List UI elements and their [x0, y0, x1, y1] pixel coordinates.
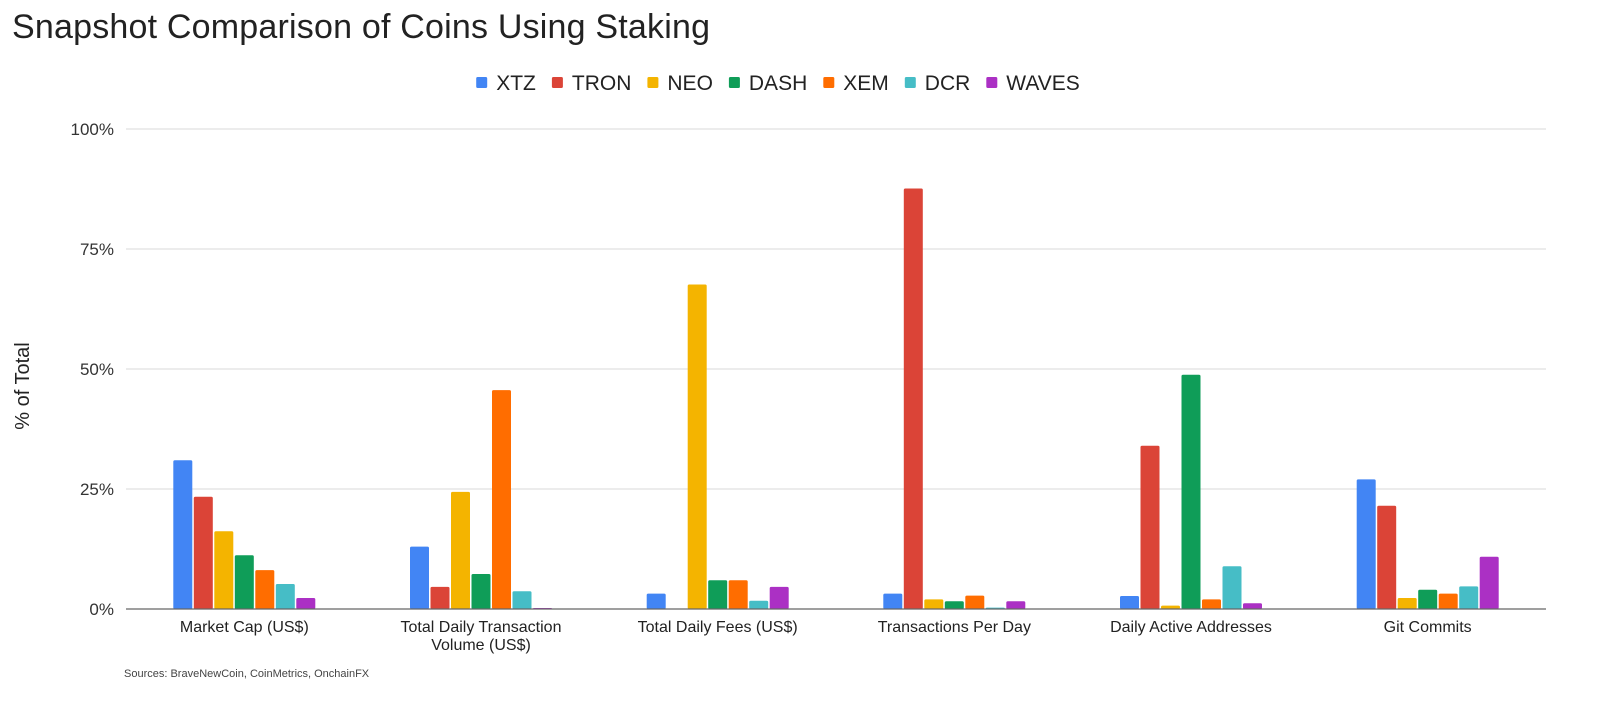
bar-neo — [687, 284, 707, 609]
bar-dcr — [1459, 586, 1479, 609]
bar-xtz — [1120, 596, 1139, 609]
chart-title: Snapshot Comparison of Coins Using Staki… — [12, 8, 711, 46]
y-axis-ticks: 0% 25% 50% 75% 100% — [71, 120, 114, 619]
bar-tron — [193, 496, 213, 609]
bar-waves — [1243, 603, 1262, 609]
bar-dcr — [275, 584, 295, 609]
x-category-label-line: Git Commits — [1384, 619, 1472, 636]
legend-label: WAVES — [1006, 72, 1080, 95]
bar-dash — [1418, 589, 1438, 609]
y-axis-title: % of Total — [12, 342, 34, 429]
bar-neo — [1161, 605, 1180, 609]
legend-swatch — [986, 77, 998, 88]
x-category-label: Total Daily Fees (US$) — [638, 619, 798, 636]
y-tick-label: 25% — [80, 480, 114, 499]
legend-label: DASH — [749, 72, 807, 95]
legend-swatch — [823, 77, 835, 88]
legend-item-dash[interactable]: DASH — [728, 72, 807, 95]
bar-waves — [769, 586, 789, 609]
bar-neo — [924, 599, 944, 609]
source-note: Sources: BraveNewCoin, CoinMetrics, Onch… — [124, 668, 370, 680]
bar-dash — [1181, 374, 1201, 609]
x-category-label: Transactions Per Day — [878, 619, 1031, 636]
x-category-label: Git Commits — [1384, 619, 1472, 636]
bar-xem — [255, 570, 275, 609]
y-tick-label: 50% — [80, 360, 114, 379]
bar-xtz — [410, 546, 429, 609]
bar-dcr — [1222, 566, 1242, 609]
legend-swatch — [904, 77, 916, 88]
legend-item-neo[interactable]: NEO — [647, 72, 713, 95]
bar-xem — [728, 580, 748, 609]
bar-xem — [492, 390, 511, 609]
bar-waves — [1006, 601, 1026, 609]
bar-dcr — [749, 600, 769, 609]
legend-swatch — [647, 77, 659, 88]
bar-dash — [944, 601, 964, 609]
bar-xtz — [646, 593, 666, 609]
bar-dash — [471, 574, 491, 609]
bar-xem — [1202, 599, 1221, 609]
bar-dash — [708, 580, 728, 609]
bar-waves — [1479, 556, 1499, 609]
y-tick-label: 75% — [80, 240, 114, 259]
legend-label: DCR — [925, 72, 971, 95]
x-axis-category-labels: Market Cap (US$) Total Daily Transaction V… — [180, 619, 1472, 654]
bar-tron — [903, 188, 923, 609]
bars — [173, 188, 1499, 609]
bar-xtz — [883, 593, 903, 609]
bar-tron — [1377, 505, 1397, 609]
x-category-label-line: Total Daily Fees (US$) — [638, 619, 798, 636]
legend-label: XEM — [843, 72, 889, 95]
legend-swatch — [476, 77, 488, 88]
bar-waves — [296, 598, 316, 609]
gridlines — [126, 128, 1546, 490]
x-category-label-line: Daily Active Addresses — [1110, 619, 1272, 636]
bar-neo — [214, 531, 234, 609]
legend-swatch — [551, 77, 563, 88]
bar-tron — [430, 586, 450, 609]
x-category-label-line: Transactions Per Day — [878, 619, 1031, 636]
legend-label: TRON — [572, 72, 632, 95]
legend-item-xtz[interactable]: XTZ — [476, 72, 536, 95]
legend: XTZ TRON NEO DASH XEM DCR WAVES — [476, 72, 1080, 95]
x-category-label: Market Cap (US$) — [180, 619, 309, 636]
bar-dash — [234, 555, 254, 609]
bar-xem — [965, 595, 985, 609]
legend-item-xem[interactable]: XEM — [823, 72, 889, 95]
legend-label: XTZ — [496, 72, 536, 95]
y-tick-label: 100% — [71, 120, 114, 139]
legend-item-dcr[interactable]: DCR — [904, 72, 971, 95]
bar-xtz — [1356, 479, 1376, 609]
y-tick-label: 0% — [89, 600, 114, 619]
legend-item-tron[interactable]: TRON — [551, 72, 632, 95]
x-category-label: Total Daily Transaction Volume (US$) — [401, 619, 562, 654]
bar-dcr — [512, 591, 532, 609]
bar-neo — [451, 491, 470, 609]
bar-xem — [1438, 593, 1458, 609]
x-category-label-line: Volume (US$) — [431, 637, 531, 654]
legend-label: NEO — [667, 72, 713, 95]
bar-xtz — [173, 460, 193, 609]
bar-neo — [1397, 598, 1417, 609]
legend-swatch — [728, 77, 740, 88]
x-category-label-line: Market Cap (US$) — [180, 619, 309, 636]
x-category-label-line: Total Daily Transaction — [401, 619, 562, 636]
legend-item-waves[interactable]: WAVES — [986, 72, 1080, 95]
bar-tron — [1140, 445, 1160, 609]
x-category-label: Daily Active Addresses — [1110, 619, 1272, 636]
